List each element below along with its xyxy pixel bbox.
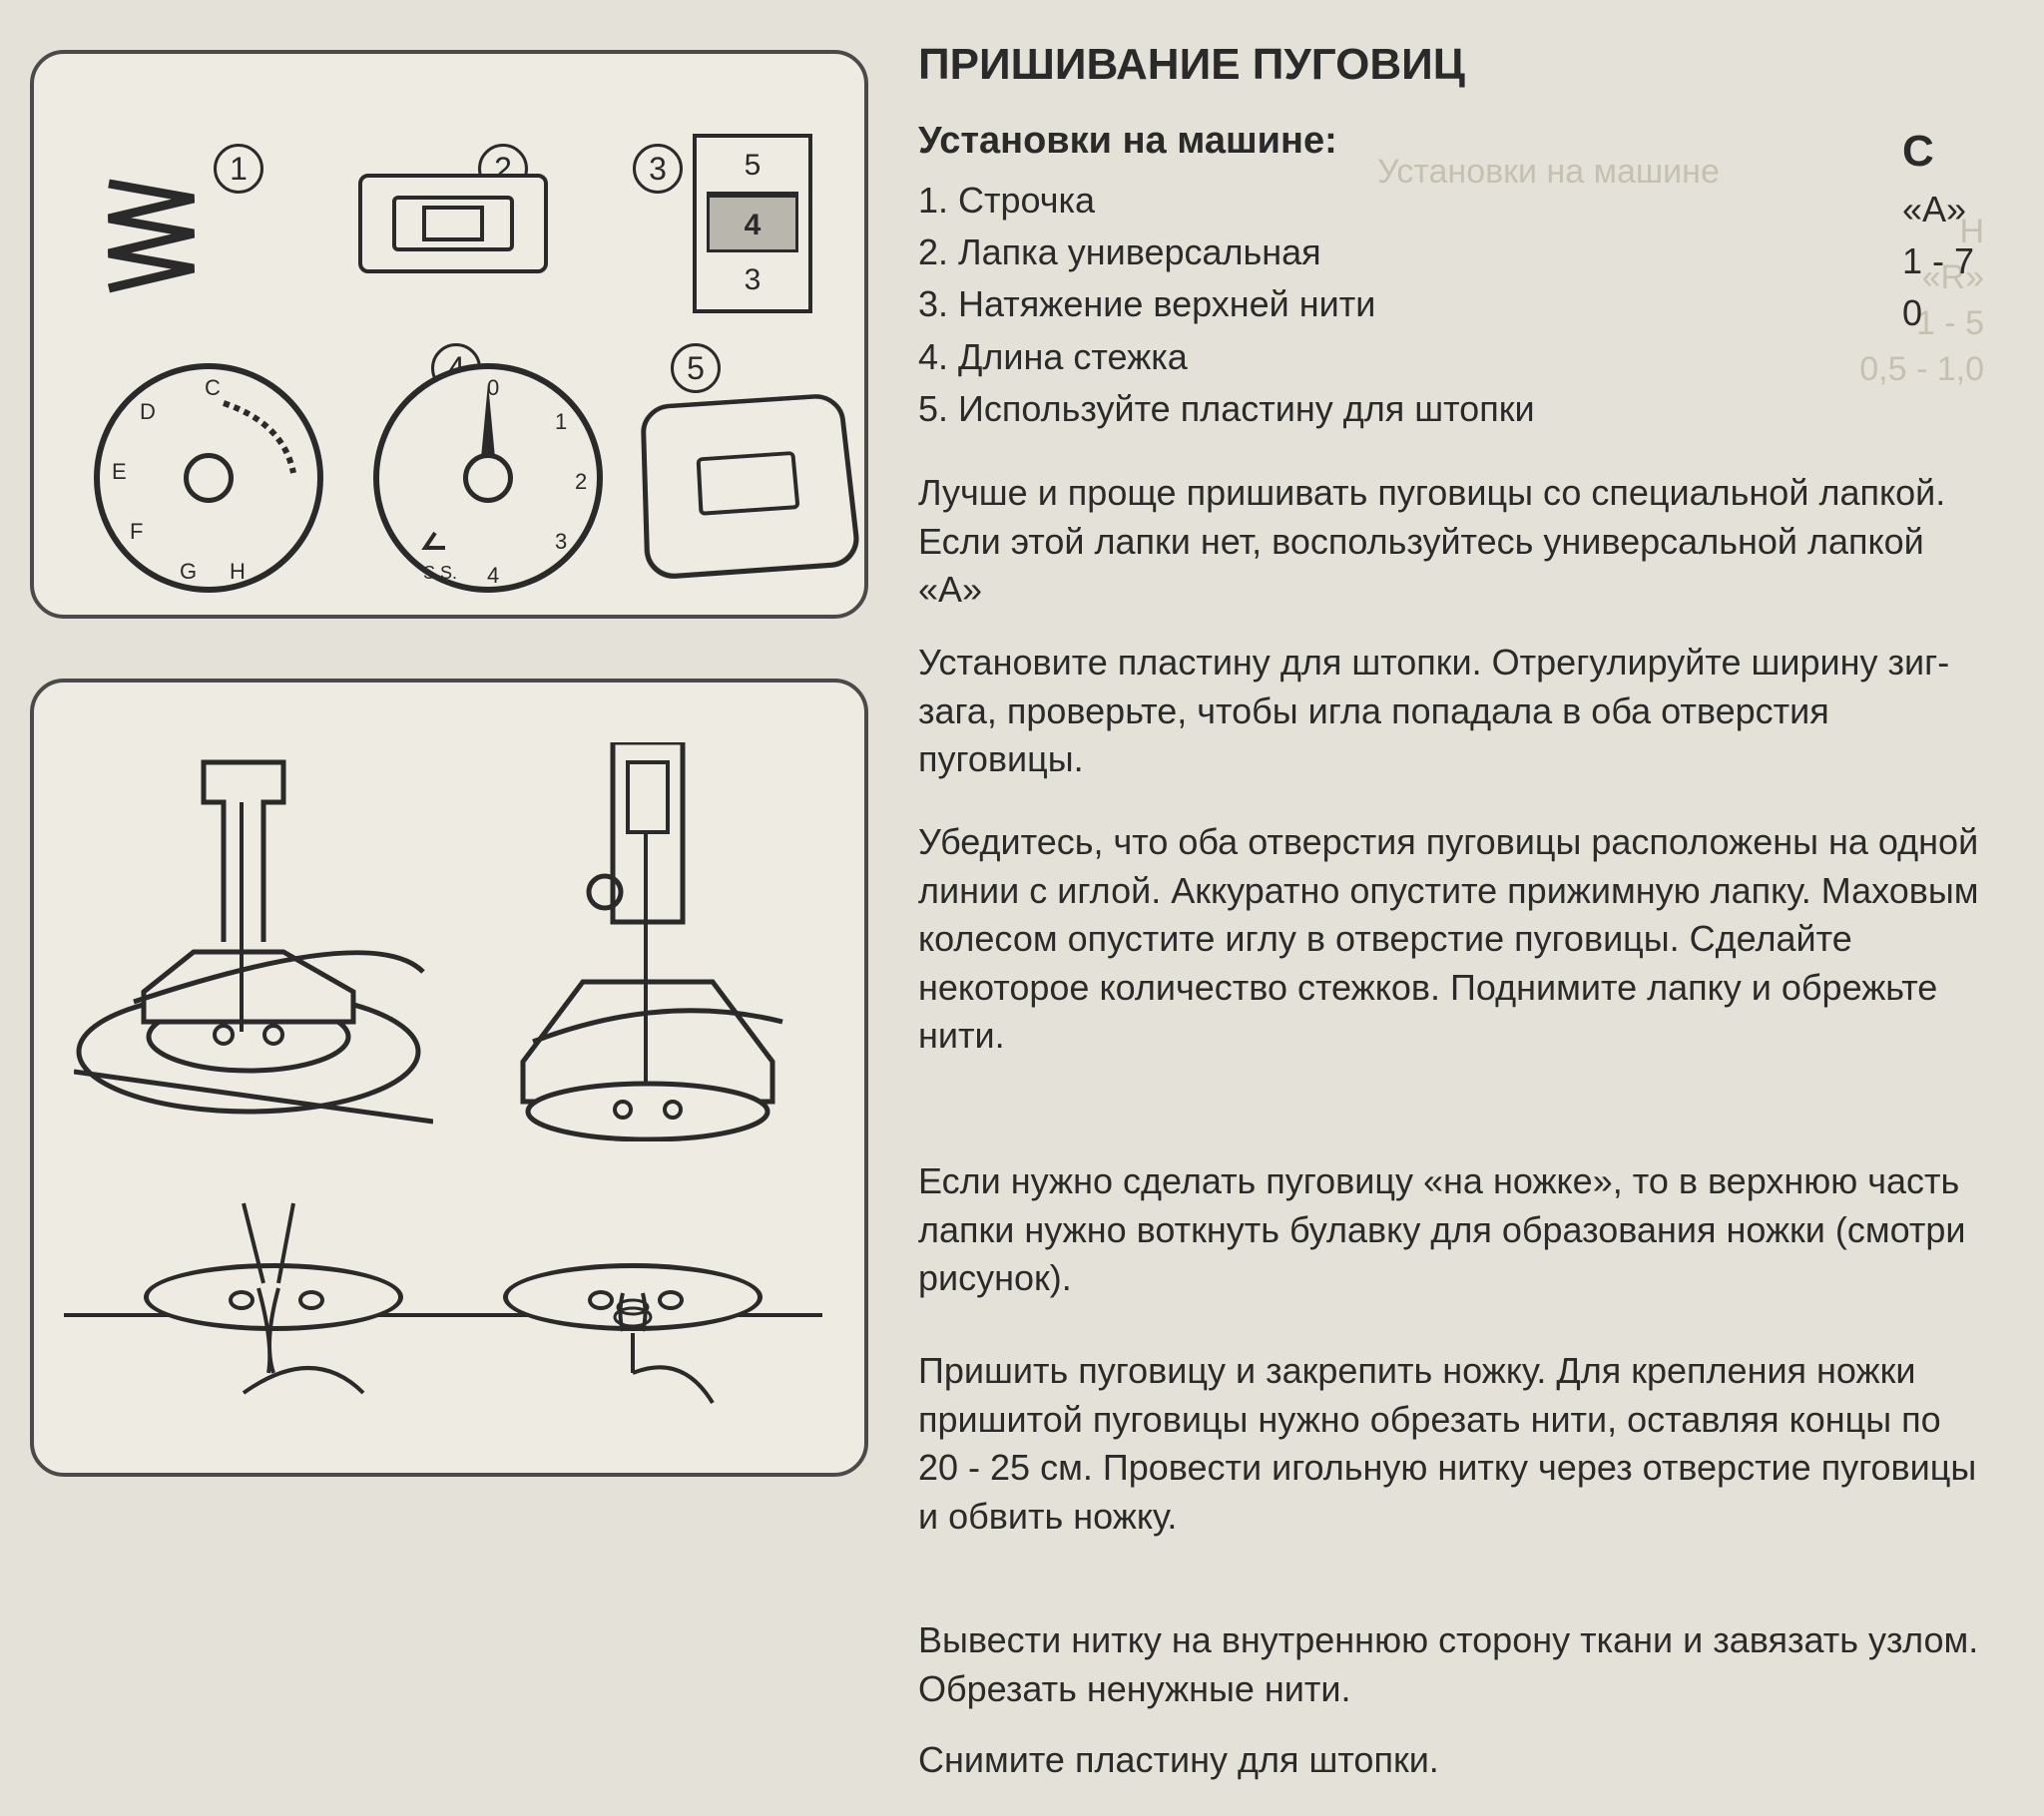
paragraph: Пришить пуговицу и закрепить ножку. Для … bbox=[918, 1347, 1984, 1541]
page-title: ПРИШИВАНИЕ ПУГОВИЦ bbox=[918, 40, 1465, 90]
zigzag-icon bbox=[104, 174, 214, 303]
button-thread-illustration bbox=[134, 1203, 765, 1423]
thread-wrap-icon bbox=[184, 1193, 383, 1413]
paragraph: Снимите пластину для штопки. bbox=[918, 1736, 1984, 1785]
settings-item: 5. Используйте пластину для штопки bbox=[918, 383, 1535, 435]
sewing-front-illustration bbox=[463, 742, 832, 1141]
settings-value: 0 bbox=[1902, 287, 1974, 339]
tension-scale-icon: 5 4 3 bbox=[693, 134, 812, 313]
presser-foot-icon bbox=[358, 174, 548, 273]
settings-value: «A» bbox=[1902, 184, 1974, 235]
length-dial-icon: 0 1 2 3 4 S.S. bbox=[373, 363, 603, 593]
paragraph: Лучше и проще пришивать пуговицы со спец… bbox=[918, 469, 1984, 615]
diagram-panel-bottom bbox=[30, 679, 868, 1477]
step-badge: 3 bbox=[633, 144, 683, 194]
settings-item: 4. Длина стежка bbox=[918, 331, 1535, 383]
settings-value-head: C bbox=[1902, 127, 1934, 176]
paragraph: Установите пластину для штопки. Отрегули… bbox=[918, 639, 1984, 784]
paragraph: Вывести нитку на внутреннюю сторону ткан… bbox=[918, 1616, 1984, 1713]
thread-shank-icon bbox=[563, 1283, 723, 1423]
settings-values: C «A» 1 - 7 0 bbox=[1902, 120, 1974, 339]
settings-item: 1. Строчка bbox=[918, 175, 1535, 227]
settings-item: 3. Натяжение верхней нити bbox=[918, 278, 1535, 330]
paragraph: Если нужно сделать пуговицу «на ножке», … bbox=[918, 1157, 1984, 1303]
settings-item: 2. Лапка универсальная bbox=[918, 227, 1535, 278]
tension-value: 3 bbox=[707, 252, 798, 309]
settings-value: 1 - 7 bbox=[1902, 235, 1974, 287]
step-badge: 5 bbox=[671, 343, 721, 393]
stitch-dial-icon: C D E F G H bbox=[94, 363, 323, 593]
settings-list: 1. Строчка 2. Лапка универсальная 3. Нат… bbox=[918, 175, 1535, 435]
tension-value: 5 bbox=[707, 138, 798, 195]
paragraph: Убедитесь, что оба отверстия пуговицы ра… bbox=[918, 818, 1984, 1061]
darning-plate-icon bbox=[641, 392, 862, 581]
settings-heading: Установки на машине: bbox=[918, 120, 1337, 163]
diagram-panel-top: 1 2 3 4 5 5 4 3 C D E F G H bbox=[30, 50, 868, 619]
step-badge: 1 bbox=[214, 144, 263, 194]
tension-value-active: 4 bbox=[707, 195, 798, 251]
sewing-foot-illustration bbox=[74, 742, 433, 1141]
